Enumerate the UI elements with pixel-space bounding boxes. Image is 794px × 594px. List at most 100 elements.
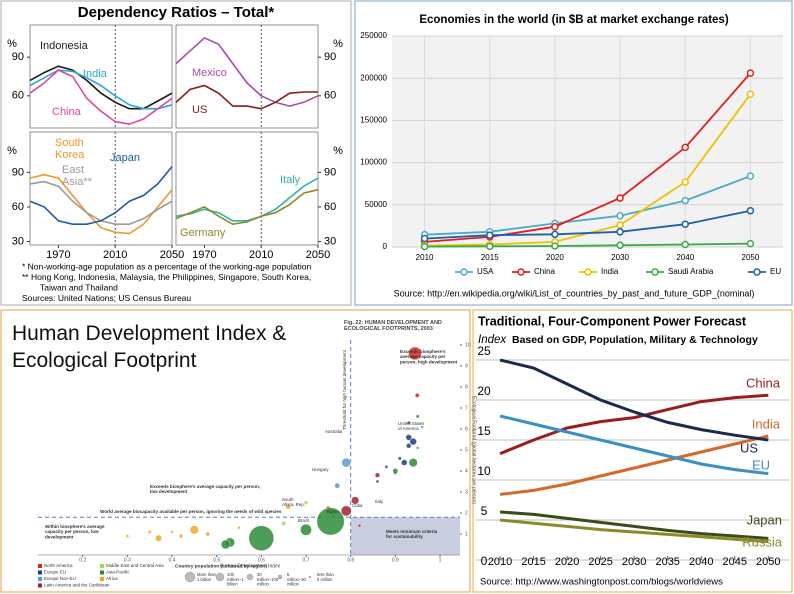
series-line xyxy=(424,242,751,248)
legend-swatch xyxy=(584,268,592,276)
bubble xyxy=(415,446,420,450)
bubble xyxy=(303,500,309,505)
annotation: United States of America xyxy=(398,421,425,431)
x-tick-label: 2050 xyxy=(306,249,330,261)
legend-label: India xyxy=(601,267,619,276)
x-tick-label: 2050 xyxy=(160,249,184,261)
series-line xyxy=(175,177,319,222)
bubble xyxy=(405,434,412,441)
sustainability-zone xyxy=(350,517,460,555)
data-point xyxy=(746,206,755,215)
x-tick-label: 0.6 xyxy=(258,557,265,563)
y-tick-label: 60 xyxy=(324,201,336,213)
data-point xyxy=(681,178,689,186)
x-tick-label: 0.8 xyxy=(347,557,354,563)
annotation: Within biosphere's average capacity per p… xyxy=(45,524,105,539)
unit-label: % xyxy=(7,38,17,50)
size-swatch xyxy=(246,573,254,581)
annotation: Korea xyxy=(327,509,339,514)
bubble xyxy=(357,523,362,528)
x-tick-label: 2045 xyxy=(723,556,747,568)
series-label: Indonesia xyxy=(40,40,89,52)
data-point xyxy=(616,221,624,229)
y-tick-label: 10 xyxy=(477,464,491,478)
y-tick-label: 90 xyxy=(324,51,336,63)
bubble xyxy=(406,443,412,449)
y-tick-label: 1 xyxy=(465,531,468,537)
data-point xyxy=(681,143,689,152)
legend-label: Asia-Pacific xyxy=(106,570,130,575)
y-tick-label: 150000 xyxy=(360,116,387,125)
annotation: Australia xyxy=(325,429,343,434)
x-tick-label: 2010 xyxy=(249,249,273,261)
annotation: Hungary xyxy=(312,467,329,472)
series-label: Japan xyxy=(747,512,782,527)
series-label: East Asia** xyxy=(62,164,93,188)
source-note: Source: http://www.washingtonpost.com/bl… xyxy=(480,577,723,588)
y-tick-label: 250000 xyxy=(360,31,387,40)
y-tick-label: 5 xyxy=(465,447,468,453)
y-tick-label: 0 xyxy=(383,242,388,251)
series-line xyxy=(424,209,751,240)
bubble xyxy=(316,507,345,536)
unit-label: % xyxy=(333,38,343,50)
x-tick-label: 1970 xyxy=(46,249,70,261)
series-line xyxy=(29,173,173,235)
series-label: Mexico xyxy=(192,67,227,79)
bubble xyxy=(340,505,352,517)
series-line xyxy=(499,358,769,442)
footnote: * Non-working-age population as a percen… xyxy=(22,261,311,271)
y-tick-label: 10 xyxy=(465,342,471,348)
legend-swatch xyxy=(38,564,42,568)
series-line xyxy=(175,84,318,110)
size-legend-title: Country population (coloured by region) xyxy=(175,563,267,569)
y-tick-label: 60 xyxy=(12,201,24,213)
bubble xyxy=(189,525,199,535)
legend-swatch xyxy=(460,268,468,276)
y-tick-label: 4 xyxy=(465,468,468,474)
x-tick-label: 2035 xyxy=(655,556,679,568)
x-tick-label: 0.2 xyxy=(79,557,86,563)
series-line xyxy=(499,518,769,544)
bubble xyxy=(397,456,402,461)
y-tick-label: 9 xyxy=(465,363,468,369)
x-tick-label: 1970 xyxy=(192,249,216,261)
size-swatch xyxy=(184,571,196,583)
bubble xyxy=(147,530,152,534)
figure-title: Fig. 22: HUMAN DEVELOPMENT AND ECOLOGICAL… xyxy=(344,320,442,332)
chart-title: Traditional, Four-Component Power Foreca… xyxy=(478,314,747,328)
bubble xyxy=(155,534,162,542)
y-tick-label: 30 xyxy=(324,235,336,247)
series-line xyxy=(499,393,769,455)
series-label: US xyxy=(192,104,207,116)
series-line xyxy=(29,69,173,110)
size-legend-label: less than 5 million xyxy=(317,572,334,582)
annotation: Cuba xyxy=(352,503,363,508)
data-point xyxy=(681,240,689,249)
data-point xyxy=(616,241,624,250)
bubble xyxy=(300,523,312,536)
series-label: South Korea xyxy=(55,137,85,161)
data-point xyxy=(616,228,624,236)
bubble xyxy=(375,479,380,484)
footnote: Taiwan and Thailand xyxy=(40,282,118,292)
x-axis-label: Human Development Index xyxy=(220,563,281,569)
subtitle-prefix: Index xyxy=(478,334,507,346)
bubble xyxy=(334,482,341,489)
subtitle: Based on GDP, Population, Military & Tec… xyxy=(512,334,758,346)
y-tick-label: 2 xyxy=(465,510,468,516)
data-point xyxy=(616,194,624,202)
x-tick-label: 2020 xyxy=(546,253,564,262)
legend-swatch xyxy=(100,577,104,581)
y-tick-label: 60 xyxy=(324,90,336,102)
x-tick-label: 1 xyxy=(439,557,442,563)
bubble xyxy=(285,503,291,510)
annotation: Italy xyxy=(375,499,384,504)
legend-swatch xyxy=(38,570,42,575)
source-note: Source: http://en.wikipedia.org/wiki/Lis… xyxy=(394,288,755,298)
data-point xyxy=(551,242,559,250)
data-point xyxy=(681,220,689,228)
y-tick-label: 30 xyxy=(12,235,24,247)
data-point xyxy=(486,242,494,251)
legend-label: Europe Non-EU xyxy=(44,576,76,581)
